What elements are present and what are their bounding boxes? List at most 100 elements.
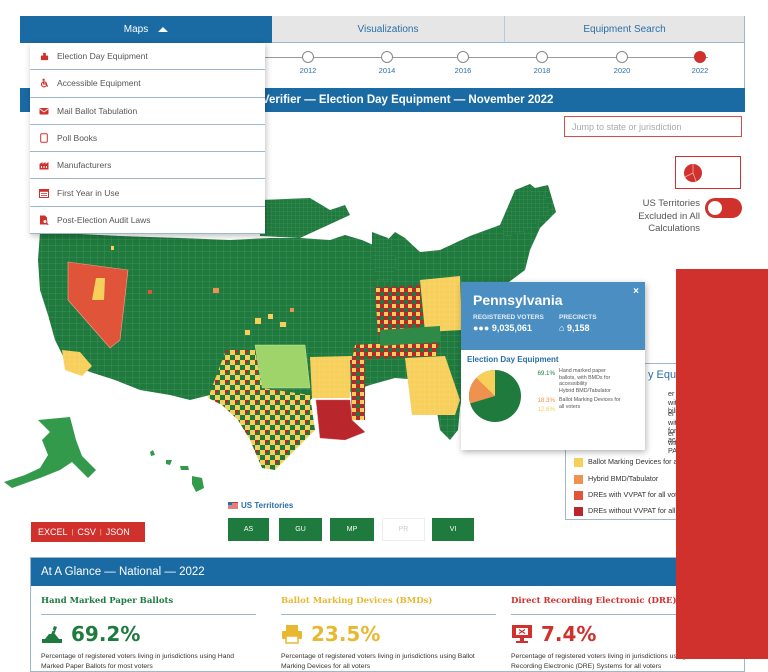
glance-col-value: 23.5% (311, 622, 381, 646)
registered-voters-value: 9,035,061 (491, 323, 532, 333)
glance-bmd: Ballot Marking Devices (BMDs) 23.5% Perc… (281, 596, 496, 671)
timeline-year-2018[interactable]: 2018 (534, 51, 550, 81)
menu-item-post-election-audit-laws[interactable]: Post-Election Audit Laws (30, 207, 265, 235)
factory-icon (39, 160, 49, 170)
tab-visualizations-label: Visualizations (357, 23, 419, 35)
building-icon: ⌂ (559, 323, 565, 333)
glance-hmpb: Hand Marked Paper Ballots 69.2% Percenta… (41, 596, 256, 671)
desc-bmd: Ballot Marking Devices for all voters (559, 397, 621, 410)
popup-percentages: 69.1% 18.3% 12.6% (523, 368, 559, 424)
popup-chart-row: 69.1% 18.3% 12.6% Hand marked paper ball… (467, 368, 639, 424)
timeline-dot (616, 51, 628, 63)
legend-label: Hybrid BMD/Tabulator (588, 474, 659, 483)
timeline-year-label: 2016 (454, 66, 472, 75)
territories-toggle-switch[interactable] (705, 198, 742, 218)
popup-header: × Pennsylvania REGISTERED VOTERS ●●● 9,0… (461, 282, 645, 350)
legend-label: Ballot Marking Devices for all voters (588, 457, 703, 466)
popup-stats: REGISTERED VOTERS ●●● 9,035,061 PRECINCT… (473, 314, 645, 333)
menu-item-accessible-equipment[interactable]: Accessible Equipment (30, 70, 265, 98)
jurisdiction-search-input[interactable]: Jump to state or jurisdiction (564, 116, 742, 137)
glance-col-desc: Percentage of registered voters living i… (41, 653, 235, 670)
menu-item-label: Post-Election Audit Laws (57, 214, 151, 225)
timeline-dot (302, 51, 314, 63)
legend-swatch (574, 507, 583, 516)
popup-body: Election Day Equipment 69.1% 18.3% 12.6%… (461, 350, 645, 429)
desc-hybrid: Hybrid BMD/Tabulator (559, 387, 611, 394)
tablet-icon (39, 133, 49, 143)
timeline-year-2014[interactable]: 2014 (379, 51, 395, 81)
popup-descriptions: Hand marked paper ballots, with BMDs for… (559, 368, 623, 424)
export-excel-link[interactable]: EXCEL (38, 527, 68, 537)
at-a-glance-title: At A Glance — National — 2022 (31, 558, 744, 586)
menu-item-label: Poll Books (57, 133, 98, 144)
printer-icon (282, 625, 302, 644)
timeline-year-label: 2022 (691, 66, 709, 75)
pct-hmpb: 69.1% (537, 370, 555, 377)
menu-item-first-year-in-use[interactable]: First Year in Use (30, 179, 265, 207)
export-json-link[interactable]: JSON (105, 527, 130, 537)
page-title: Verifier — Election Day Equipment — Nove… (262, 94, 554, 106)
calendar-icon (39, 188, 49, 198)
timeline-year-label: 2018 (533, 66, 551, 75)
glance-col-stat: 23.5% (281, 622, 496, 646)
popup-state-name: Pennsylvania (473, 292, 563, 308)
menu-item-poll-books[interactable]: Poll Books (30, 125, 265, 153)
menu-item-manufacturers[interactable]: Manufacturers (30, 152, 265, 180)
timeline-year-2016[interactable]: 2016 (455, 51, 471, 81)
tab-equipment-search-label: Equipment Search (583, 23, 666, 35)
maps-dropdown-menu: Election Day Equipment Accessible Equipm… (30, 43, 265, 235)
menu-item-label: Mail Ballot Tabulation (57, 105, 138, 116)
us-territories-heading: US Territories (228, 501, 293, 510)
timeline-year-label: 2014 (378, 66, 396, 75)
glance-col-title: Ballot Marking Devices (BMDs) (281, 596, 496, 615)
glance-col-stat: 7.4% (511, 622, 726, 646)
us-flag-icon (228, 502, 238, 509)
us-territories-title: US Territories (241, 501, 294, 510)
search-placeholder: Jump to state or jurisdiction (572, 121, 682, 132)
close-icon[interactable]: × (633, 286, 639, 297)
timeline-year-label: 2020 (613, 66, 631, 75)
export-links: EXCEL | CSV | JSON (31, 522, 145, 542)
separator: | (71, 528, 74, 536)
timeline-dot (536, 51, 548, 63)
precincts-stat: PRECINCTS ⌂ 9,158 (559, 314, 645, 333)
pie-chart-icon (683, 163, 702, 182)
glance-col-value: 69.2% (71, 622, 141, 646)
precincts-value: 9,158 (566, 323, 590, 333)
map-view-button[interactable] (676, 269, 768, 659)
view-toggle (675, 156, 768, 659)
timeline-year-label: 2012 (299, 66, 317, 75)
tab-visualizations[interactable]: Visualizations (272, 16, 505, 43)
timeline-dot-active (694, 51, 706, 63)
menu-item-label: Accessible Equipment (57, 78, 141, 89)
glance-col-title: Direct Recording Electronic (DRE) System… (511, 596, 726, 615)
tab-equipment-search[interactable]: Equipment Search (505, 16, 745, 43)
state-pie-chart (468, 369, 521, 422)
timeline-year-2012[interactable]: 2012 (300, 51, 316, 81)
tab-maps[interactable]: Maps (20, 16, 272, 43)
toggle-knob (708, 201, 722, 215)
menu-item-label: Manufacturers (57, 160, 112, 171)
timeline-year-2022[interactable]: 2022 (692, 51, 708, 81)
stat-value: ●●● 9,035,061 (473, 323, 559, 333)
caret-up-icon (158, 27, 169, 32)
registered-voters-stat: REGISTERED VOTERS ●●● 9,035,061 (473, 314, 559, 333)
stat-label: REGISTERED VOTERS (473, 314, 544, 321)
stat-label: PRECINCTS (559, 314, 597, 321)
territory-button-mp[interactable]: MP (330, 518, 374, 541)
menu-item-mail-ballot-tabulation[interactable]: Mail Ballot Tabulation (30, 98, 265, 125)
us-county-choropleth-map[interactable] (0, 112, 660, 502)
menu-item-election-day-equipment[interactable]: Election Day Equipment (30, 43, 265, 71)
monitor-x-icon (512, 625, 532, 643)
glance-col-title: Hand Marked Paper Ballots (41, 596, 256, 615)
pie-view-button[interactable] (676, 157, 709, 188)
glance-dre: Direct Recording Electronic (DRE) System… (511, 596, 726, 671)
territory-button-as[interactable]: AS (228, 518, 269, 541)
legend-label: DREs without VVPAT for all voters (588, 506, 698, 515)
timeline-year-2020[interactable]: 2020 (614, 51, 630, 81)
year-timeline: 2012 2014 2016 2018 2020 2022 (265, 43, 745, 88)
territory-button-vi[interactable]: VI (432, 518, 474, 541)
export-csv-link[interactable]: CSV (77, 527, 96, 537)
territory-button-gu[interactable]: GU (279, 518, 322, 541)
timeline-dot (457, 51, 469, 63)
